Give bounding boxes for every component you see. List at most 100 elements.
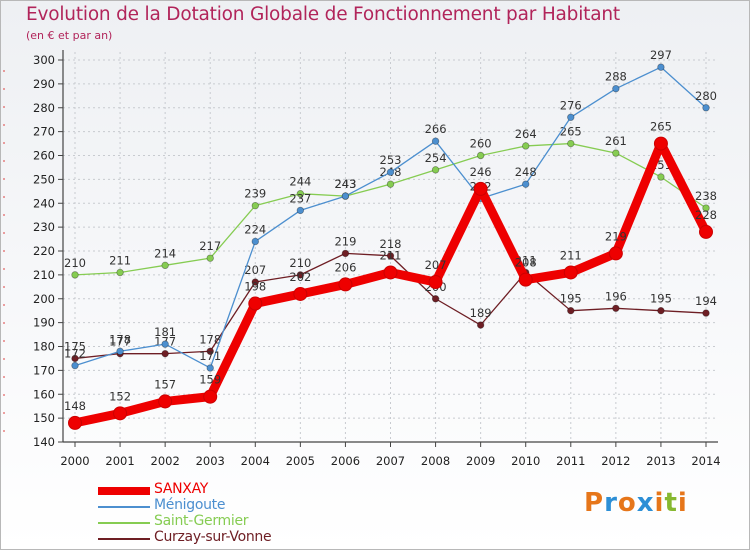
data-point bbox=[341, 192, 350, 200]
data-label: 238 bbox=[695, 189, 717, 203]
data-point bbox=[567, 113, 575, 121]
data-point bbox=[386, 180, 395, 188]
data-label: 219 bbox=[605, 229, 627, 243]
data-point bbox=[251, 201, 259, 210]
data-point bbox=[206, 347, 214, 355]
data-label: 202 bbox=[289, 270, 311, 284]
x-tick-label: 2006 bbox=[331, 454, 360, 468]
x-tick-label: 2012 bbox=[601, 454, 630, 468]
data-label: 210 bbox=[64, 256, 86, 270]
data-label: 148 bbox=[64, 399, 86, 413]
data-point bbox=[113, 406, 128, 421]
y-tick-label: 150 bbox=[33, 411, 55, 425]
data-point bbox=[68, 415, 82, 430]
data-point bbox=[206, 254, 214, 262]
data-point bbox=[608, 246, 623, 261]
data-point bbox=[612, 84, 620, 93]
data-label: 196 bbox=[605, 289, 627, 303]
y-tick-label: 220 bbox=[33, 244, 55, 258]
data-point bbox=[296, 189, 305, 198]
y-tick-label: 240 bbox=[33, 196, 55, 210]
chart-title: Evolution de la Dotation Globale de Fonc… bbox=[26, 4, 620, 25]
data-point bbox=[203, 389, 218, 404]
logo-letter: i bbox=[677, 488, 688, 518]
data-label: 276 bbox=[560, 98, 582, 112]
y-tick-label: 230 bbox=[33, 220, 55, 234]
data-label: 243 bbox=[334, 177, 356, 191]
data-point bbox=[116, 268, 124, 277]
legend-label: Saint-Germier bbox=[154, 513, 249, 529]
y-tick-label: 140 bbox=[33, 435, 55, 449]
data-point bbox=[71, 354, 79, 363]
data-label: 239 bbox=[244, 187, 266, 201]
data-label: 194 bbox=[695, 294, 717, 308]
data-label: 207 bbox=[244, 263, 266, 277]
data-point bbox=[431, 166, 440, 174]
data-point bbox=[431, 137, 440, 145]
legend-swatch bbox=[98, 487, 150, 495]
logo-letter: x bbox=[636, 488, 655, 518]
data-label: 243 bbox=[334, 177, 356, 191]
data-label: 266 bbox=[425, 122, 447, 136]
y-tick-label: 290 bbox=[33, 77, 55, 91]
data-point bbox=[612, 304, 620, 312]
data-point bbox=[428, 275, 443, 290]
y-tick-label: 170 bbox=[33, 363, 55, 377]
y-tick-label: 190 bbox=[33, 316, 55, 330]
data-label: 248 bbox=[515, 165, 537, 179]
data-point bbox=[386, 168, 395, 176]
data-label: 264 bbox=[515, 127, 537, 141]
data-label: 152 bbox=[109, 389, 131, 403]
logo-letter: i bbox=[654, 488, 665, 518]
legend-swatch bbox=[98, 522, 150, 524]
x-tick-label: 2013 bbox=[646, 454, 675, 468]
legend-label: Curzay-sur-Vonne bbox=[154, 529, 272, 545]
y-tick-label: 280 bbox=[33, 101, 55, 115]
data-point bbox=[251, 237, 259, 246]
data-label: 211 bbox=[560, 248, 582, 262]
data-point bbox=[71, 361, 79, 370]
data-point bbox=[296, 271, 305, 279]
data-point bbox=[657, 173, 665, 181]
data-label: 224 bbox=[244, 222, 266, 236]
data-point bbox=[338, 277, 353, 292]
data-point bbox=[158, 394, 173, 409]
x-tick-label: 2014 bbox=[691, 454, 720, 468]
data-label: 214 bbox=[154, 246, 176, 260]
data-label: 207 bbox=[425, 258, 447, 272]
data-point bbox=[699, 224, 713, 239]
data-label: 218 bbox=[380, 237, 402, 251]
data-point bbox=[473, 181, 488, 196]
data-label: 189 bbox=[470, 306, 492, 320]
x-tick-label: 2001 bbox=[105, 454, 134, 468]
data-point bbox=[71, 271, 79, 279]
data-point bbox=[431, 295, 440, 303]
x-tick-label: 2011 bbox=[556, 454, 585, 468]
data-label: 265 bbox=[560, 125, 582, 139]
data-label: 171 bbox=[199, 349, 221, 363]
legend-label: Ménigoute bbox=[154, 497, 226, 513]
data-point bbox=[341, 249, 350, 258]
data-label: 172 bbox=[64, 347, 86, 361]
data-label: 159 bbox=[199, 373, 221, 387]
data-point bbox=[657, 306, 665, 315]
proxiti-logo: Proxiti bbox=[584, 488, 688, 518]
data-label: 288 bbox=[605, 70, 627, 84]
legend-swatch bbox=[98, 538, 150, 540]
x-tick-label: 2008 bbox=[421, 454, 450, 468]
data-label: 178 bbox=[199, 332, 221, 346]
data-label: 211 bbox=[380, 248, 402, 262]
data-label: 253 bbox=[380, 153, 402, 167]
y-tick-label: 260 bbox=[33, 149, 55, 163]
data-label: 208 bbox=[515, 256, 537, 270]
data-point bbox=[206, 364, 214, 372]
data-label: 181 bbox=[154, 325, 176, 339]
data-point bbox=[702, 104, 710, 112]
data-label: 175 bbox=[64, 339, 86, 353]
data-label: 211 bbox=[109, 253, 131, 267]
data-point bbox=[476, 321, 485, 329]
data-point bbox=[476, 151, 485, 160]
data-point bbox=[248, 296, 263, 311]
data-label: 254 bbox=[425, 151, 447, 165]
